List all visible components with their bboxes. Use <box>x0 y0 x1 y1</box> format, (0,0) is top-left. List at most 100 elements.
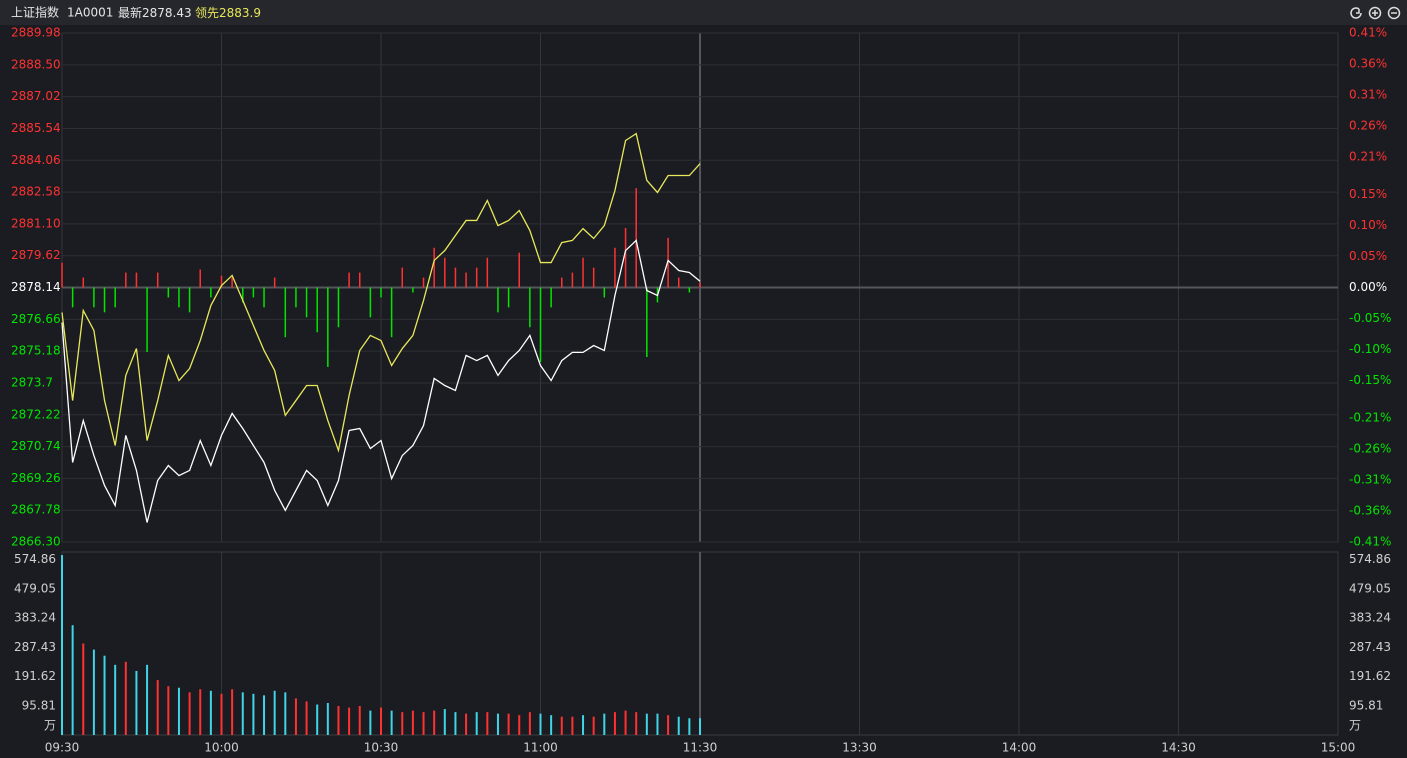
volume-bar <box>188 692 191 735</box>
volume-bar <box>677 716 680 735</box>
bar <box>316 287 318 333</box>
bar <box>497 287 499 313</box>
y-tick-label: 191.62 <box>14 669 56 683</box>
y-tick-label: 2878.14 <box>11 280 61 294</box>
y2-tick-label: -0.36% <box>1349 503 1391 517</box>
volume-bar <box>465 713 468 735</box>
volume-bar <box>635 712 638 735</box>
bar <box>348 272 350 288</box>
volume-bar <box>560 716 563 735</box>
latest-readout: 最新2878.43 <box>118 5 192 20</box>
volume-bar <box>582 715 585 735</box>
zoom-in-plus <box>1372 10 1378 16</box>
y-tick-label: 287.43 <box>14 640 56 654</box>
y2-tick-label: 383.24 <box>1349 611 1391 625</box>
bar <box>135 272 138 288</box>
volume-bar <box>699 718 701 735</box>
volume-bar <box>103 655 106 735</box>
volume-bar <box>667 715 670 735</box>
y2-tick-label: 191.62 <box>1349 669 1391 683</box>
volume-bar <box>177 687 180 735</box>
y2-tick-label: 479.05 <box>1349 581 1391 595</box>
bar <box>646 287 648 358</box>
bar <box>199 269 201 288</box>
y-tick-label: 95.81 <box>22 698 56 712</box>
y-tick-label: 2884.06 <box>11 153 61 167</box>
y-tick-label: 2873.7 <box>11 375 53 389</box>
bar <box>539 287 542 362</box>
y2-tick-label: 0.00% <box>1349 280 1387 294</box>
y2-tick-label: 574.86 <box>1349 552 1391 566</box>
x-tick-label: 09:30 <box>45 741 80 755</box>
volume-bar <box>528 712 531 735</box>
volume-bar <box>199 689 202 735</box>
volume-bar <box>294 698 297 735</box>
bar <box>103 287 106 313</box>
y2-tick-label: -0.31% <box>1349 472 1391 486</box>
y-tick-label: 2875.18 <box>11 344 61 358</box>
reset-icon[interactable] <box>1350 7 1362 19</box>
volume-bar <box>156 680 159 735</box>
volume-bar <box>550 715 553 735</box>
y-tick-label: 2881.10 <box>11 216 61 230</box>
bar <box>380 287 382 298</box>
y-tick-label: 2888.50 <box>11 57 61 71</box>
toolbar <box>1350 6 1401 20</box>
bar <box>444 257 446 288</box>
y-tick-label: 2882.58 <box>11 185 61 199</box>
bar <box>252 287 255 298</box>
y2-tick-label: 0.41% <box>1349 26 1387 40</box>
bar <box>337 287 340 328</box>
bar <box>358 272 361 288</box>
bar <box>263 287 265 308</box>
bar <box>624 227 627 288</box>
y-tick-label: 574.86 <box>14 552 56 566</box>
bar <box>475 267 478 288</box>
volume-bar <box>220 693 223 735</box>
line <box>61 132 701 453</box>
volume-bar <box>518 715 521 735</box>
volume-bar <box>273 690 276 735</box>
y2-tick-label: 0.05% <box>1349 249 1387 263</box>
bar <box>518 252 520 288</box>
volume-bar <box>284 692 287 735</box>
bar <box>390 287 393 338</box>
volume-bar <box>252 693 255 735</box>
volume-bar <box>241 692 244 735</box>
volume-bar <box>326 702 329 735</box>
y-tick-label: 479.05 <box>14 581 56 595</box>
y-tick-label: 2887.02 <box>11 89 61 103</box>
volume-bar <box>61 555 63 735</box>
bar <box>635 188 637 288</box>
volume-bar <box>231 689 234 735</box>
bar <box>284 287 287 338</box>
zoom-out-icon[interactable] <box>1387 6 1401 20</box>
zoom-in-icon[interactable] <box>1368 6 1382 20</box>
bar <box>529 287 531 328</box>
bar <box>188 287 191 313</box>
bar <box>454 267 457 288</box>
bar <box>603 287 606 298</box>
bar <box>295 287 297 308</box>
volume-bar <box>443 709 446 735</box>
y-tick-label: 2870.74 <box>11 439 61 453</box>
bar <box>561 277 563 288</box>
volume-bar <box>475 712 478 735</box>
bar <box>614 247 616 288</box>
y2-tick-label: 287.43 <box>1349 640 1391 654</box>
bar <box>125 272 127 288</box>
bar <box>465 272 467 288</box>
volume-bar <box>316 704 319 735</box>
volume-bar <box>358 706 361 735</box>
bar <box>486 257 489 288</box>
y-tick-label: 2889.98 <box>11 26 61 40</box>
x-tick-label: 10:30 <box>364 741 399 755</box>
y2-tick-label: -0.26% <box>1349 441 1391 455</box>
y2-tick-label: 0.26% <box>1349 119 1387 133</box>
bar <box>592 267 595 288</box>
x-tick-label: 11:00 <box>523 741 558 755</box>
bar <box>571 272 574 288</box>
unit-label: 万 <box>44 719 56 733</box>
